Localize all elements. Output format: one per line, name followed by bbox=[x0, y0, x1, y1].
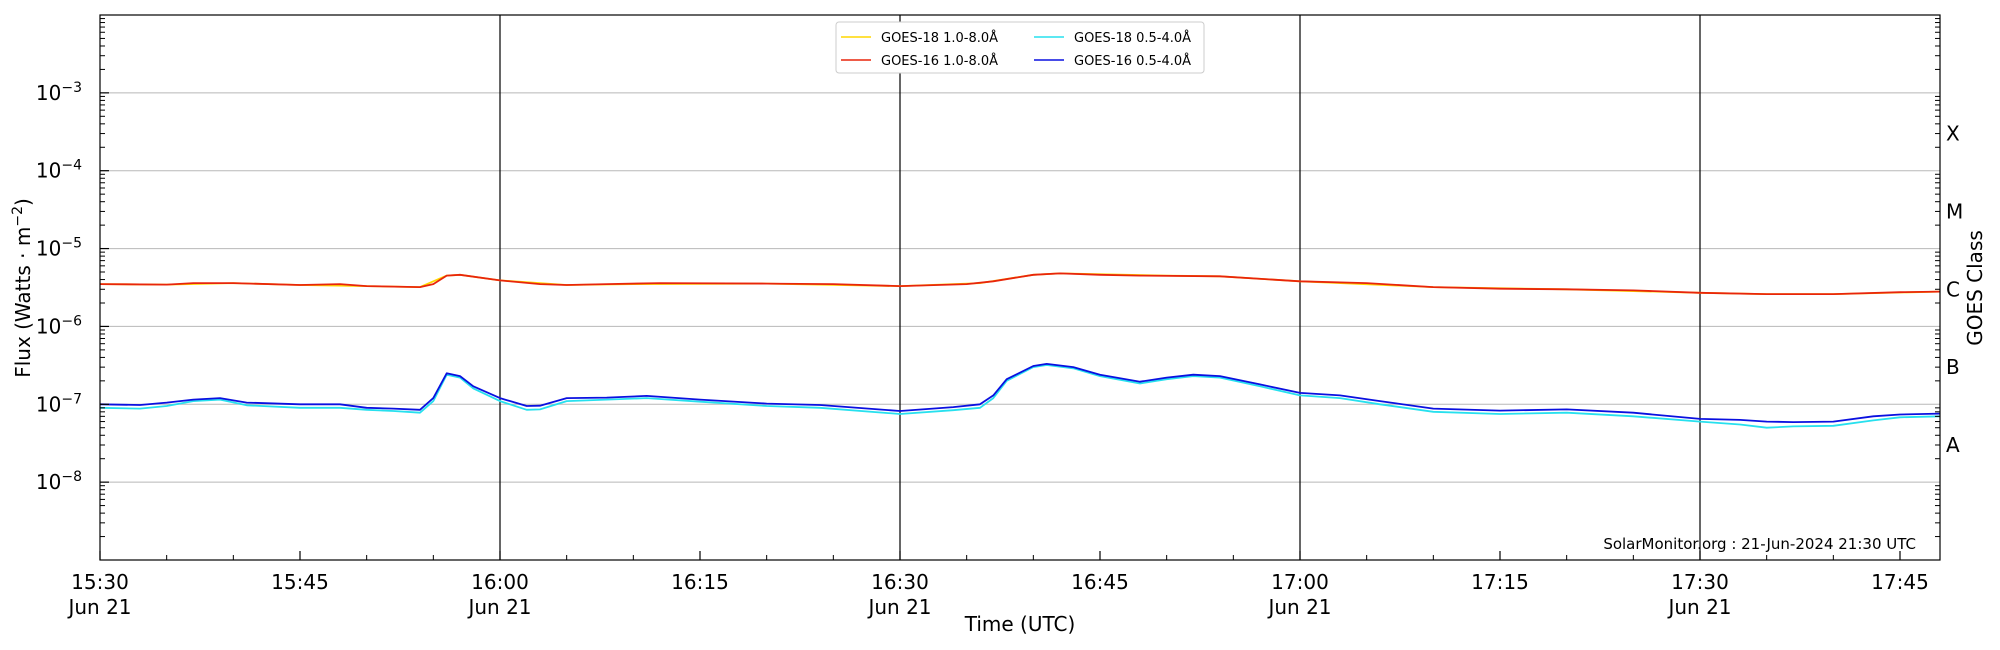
series-lines bbox=[99, 272, 1941, 429]
x-tick-label-3: 16:15 bbox=[671, 570, 729, 594]
y-axis-ticks: 10−3 10−4 10−5 10−6 10−7 10−8 bbox=[36, 18, 1940, 538]
series-line-2 bbox=[99, 364, 1941, 429]
goes-class-labels: X M C B A bbox=[1946, 122, 1963, 457]
x-tick-label-6: 17:00 bbox=[1271, 570, 1329, 594]
x-axis-title: Time (UTC) bbox=[964, 612, 1076, 636]
x-tick-date-0: Jun 21 bbox=[66, 595, 131, 619]
legend-label-3: GOES-16 0.5-4.0Å bbox=[1074, 53, 1191, 69]
goes-class-a: A bbox=[1946, 433, 1960, 457]
x-tick-date-6: Jun 21 bbox=[1266, 595, 1331, 619]
x-tick-date-2: Jun 21 bbox=[466, 595, 531, 619]
y-tick-label-0: 10−3 bbox=[36, 80, 82, 105]
legend-label-1: GOES-16 1.0-8.0Å bbox=[881, 53, 998, 69]
y-tick-label-4: 10−7 bbox=[36, 391, 82, 416]
x-tick-date-8: Jun 21 bbox=[1666, 595, 1731, 619]
plot-frame bbox=[99, 14, 1941, 561]
series-line-3 bbox=[99, 363, 1941, 423]
x-tick-label-1: 15:45 bbox=[271, 570, 329, 594]
legend-box bbox=[835, 21, 1205, 74]
goes-class-c: C bbox=[1946, 277, 1960, 301]
x-tick-label-5: 16:45 bbox=[1071, 570, 1129, 594]
legend-label-0: GOES-18 1.0-8.0Å bbox=[881, 30, 998, 46]
legend-label-2: GOES-18 0.5-4.0Å bbox=[1074, 30, 1191, 46]
goes-class-m: M bbox=[1946, 199, 1963, 223]
x-tick-label-4: 16:30 bbox=[871, 570, 929, 594]
goes-class-x: X bbox=[1946, 122, 1960, 146]
y-tick-label-5: 10−8 bbox=[36, 469, 82, 494]
x-tick-date-4: Jun 21 bbox=[866, 595, 931, 619]
plot-background bbox=[100, 15, 1940, 560]
legend: GOES-18 1.0-8.0Å GOES-16 1.0-8.0Å GOES-1… bbox=[835, 21, 1205, 74]
goes-class-b: B bbox=[1946, 355, 1960, 379]
credit-text: SolarMonitor.org : 21-Jun-2024 21:30 UTC bbox=[1603, 535, 1916, 553]
date-marker-lines bbox=[499, 15, 1701, 560]
x-tick-label-7: 17:15 bbox=[1471, 570, 1529, 594]
y-tick-label-3: 10−6 bbox=[36, 313, 82, 338]
x-tick-label-0: 15:30 bbox=[71, 570, 129, 594]
x-tick-label-9: 17:45 bbox=[1871, 570, 1929, 594]
x-tick-label-8: 17:30 bbox=[1671, 570, 1729, 594]
y-tick-label-2: 10−5 bbox=[36, 236, 82, 261]
right-axis-title: GOES Class bbox=[1963, 230, 1987, 346]
series-line-1 bbox=[99, 272, 1941, 295]
x-tick-label-2: 16:00 bbox=[471, 570, 529, 594]
y-axis-title-exponent: −2 bbox=[10, 206, 26, 227]
y-tick-label-1: 10−4 bbox=[36, 158, 82, 183]
y-axis-title: Flux (Watts · m−2) bbox=[10, 198, 35, 378]
grid-lines bbox=[100, 92, 1940, 483]
